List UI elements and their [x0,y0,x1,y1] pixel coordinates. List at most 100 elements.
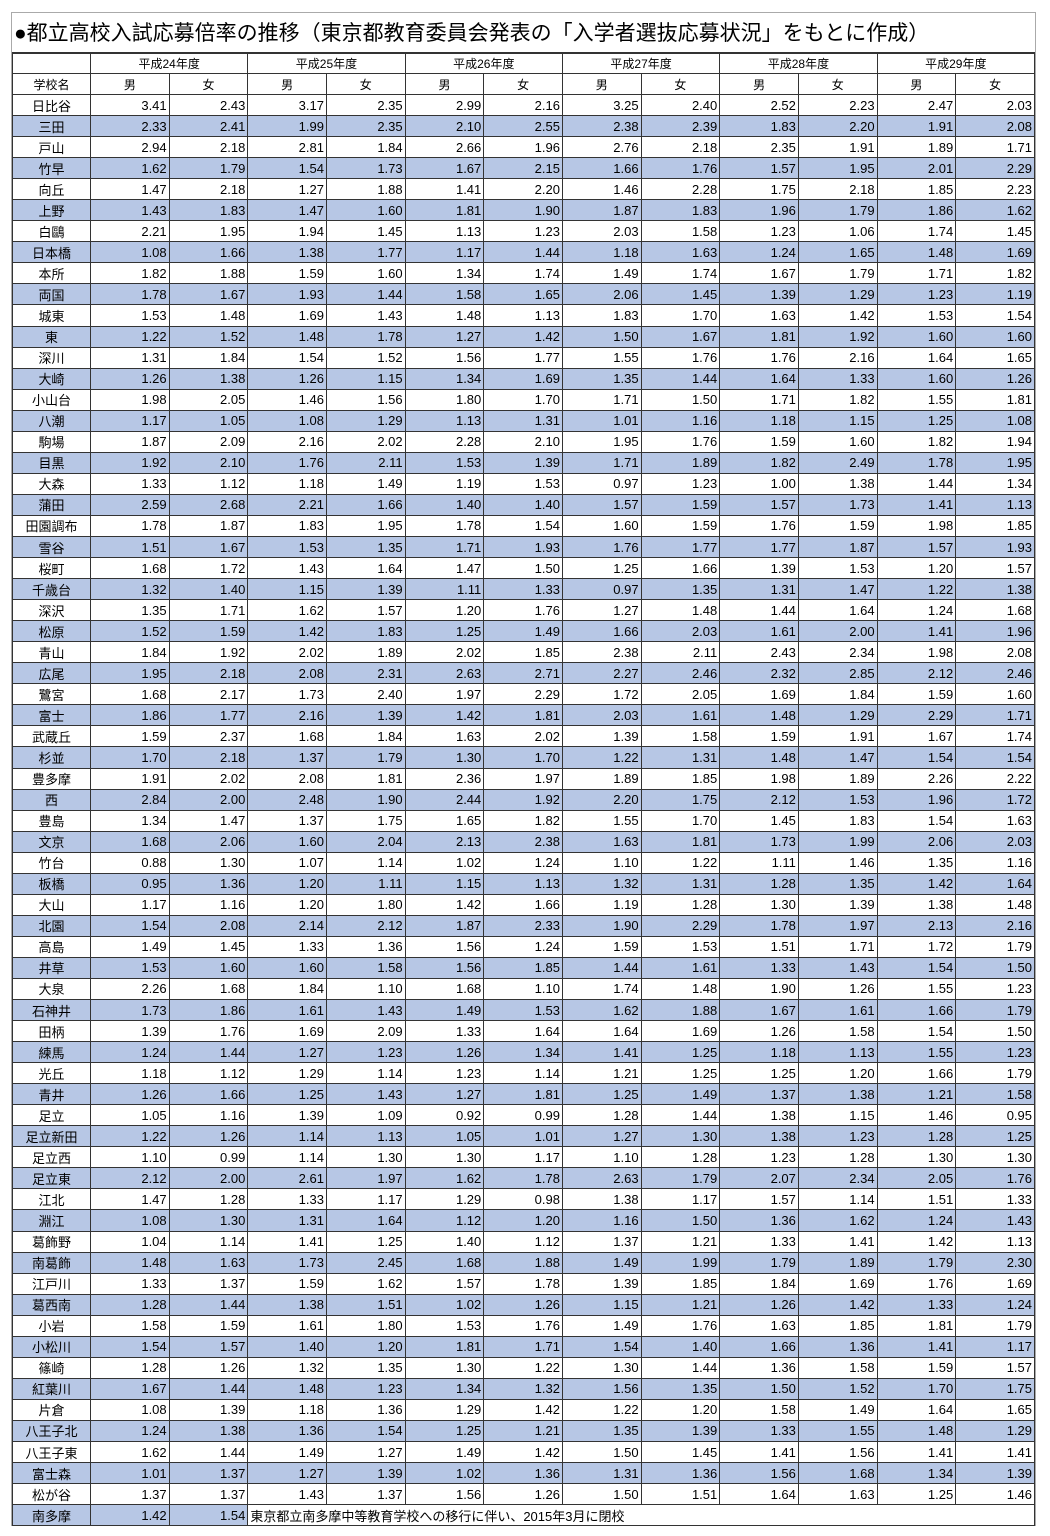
ratio-cell: 1.39 [640,1419,721,1443]
school-name-cell: 深川 [12,346,91,369]
ratio-cell: 1.23 [955,1041,1035,1064]
ratio-cell: 1.83 [640,199,721,222]
school-name-cell: 南多摩 [12,1504,91,1527]
school-name-cell: 田柄 [12,1020,91,1043]
ratio-cell: 1.63 [640,241,721,264]
ratio-cell: 1.68 [404,1251,485,1274]
ratio-cell: 2.14 [247,914,327,937]
ratio-cell: 1.63 [797,1483,878,1506]
table-row: 足立新田 1.22 1.26 1.14 1.13 1.05 1.01 1.27 1.30 1.38… [12,1125,1035,1148]
ratio-cell: 1.39 [325,704,406,727]
ratio-cell: 1.71 [876,262,957,285]
ratio-cell: 1.86 [876,199,957,222]
ratio-cell: 1.49 [90,935,170,958]
ratio-cell: 1.76 [719,514,799,537]
male-header: 男 [404,73,485,95]
ratio-cell: 1.12 [483,1230,563,1253]
ratio-cell: 1.71 [955,136,1035,159]
ratio-cell: 2.28 [404,430,485,453]
ratio-cell: 1.76 [640,430,721,453]
ratio-cell: 1.58 [640,725,721,748]
ratio-cell: 2.33 [483,914,563,937]
ratio-cell: 2.37 [168,725,249,748]
ratio-cell: 1.14 [325,1062,406,1085]
ratio-cell: 2.04 [325,830,406,853]
ratio-cell: 1.54 [955,304,1035,327]
ratio-cell: 1.88 [325,178,406,201]
ratio-cell: 1.95 [168,220,249,243]
ratio-cell: 1.71 [404,535,485,559]
table-row: 小山台 1.98 2.05 1.46 1.56 1.80 1.70 1.71 1.50 1.71 1… [12,388,1035,411]
ratio-cell: 1.20 [876,557,957,580]
ratio-cell: 1.57 [876,535,957,559]
table-row: 駒場 1.87 2.09 2.16 2.02 2.28 2.10 1.95 1.76 1.59 1.… [12,430,1035,453]
ratio-cell: 1.27 [561,1125,642,1148]
ratio-cell: 1.76 [719,346,799,369]
ratio-cell: 1.35 [876,851,957,874]
ratio-cell: 1.53 [797,788,878,811]
ratio-cell: 1.80 [404,388,485,411]
ratio-cell: 1.75 [955,1377,1035,1400]
ratio-cell: 1.62 [90,1440,170,1464]
ratio-cell: 1.06 [797,220,878,243]
ratio-cell: 1.45 [640,1440,721,1464]
ratio-cell: 1.84 [247,977,327,1001]
ratio-cell: 1.73 [247,683,327,706]
ratio-cell: 1.63 [719,304,799,327]
ratio-cell: 1.60 [325,199,406,222]
ratio-cell: 1.52 [325,346,406,369]
ratio-cell: 1.32 [561,872,642,895]
ratio-cell: 1.16 [955,851,1035,874]
table-row: 西 2.84 2.00 2.48 1.90 2.44 1.92 2.20 1.75 2.12 1.5… [12,788,1035,811]
ratio-cell: 1.29 [404,1188,485,1211]
ratio-cell: 1.67 [719,999,799,1022]
ratio-cell: 1.80 [325,893,406,916]
ratio-cell: 1.78 [325,325,406,348]
ratio-cell: 1.27 [404,325,485,348]
ratio-cell: 1.25 [404,1419,485,1443]
ratio-cell: 1.23 [325,1377,406,1400]
ratio-cell: 2.34 [797,641,878,664]
ratio-cell: 1.71 [797,935,878,958]
ratio-cell: 1.71 [561,451,642,474]
ratio-cell: 1.66 [561,620,642,643]
ratio-cell: 1.92 [90,451,170,474]
ratio-cell: 1.40 [247,1335,327,1358]
ratio-cell: 1.31 [90,346,170,369]
ratio-cell: 1.38 [247,241,327,264]
ratio-cell: 1.62 [797,1209,878,1232]
ratio-cell: 1.36 [325,935,406,958]
ratio-cell: 1.90 [719,977,799,1001]
ratio-cell: 2.18 [168,136,249,159]
ratio-cell: 1.61 [247,1314,327,1337]
ratio-cell: 1.23 [719,1146,799,1169]
ratio-cell: 1.48 [247,325,327,348]
ratio-cell: 1.95 [955,451,1035,474]
ratio-cell: 1.67 [168,283,249,306]
ratio-cell: 1.63 [719,1314,799,1337]
ratio-cell: 1.19 [561,893,642,916]
ratio-cell: 1.78 [876,451,957,474]
ratio-cell: 2.43 [719,641,799,664]
ratio-cell: 2.66 [404,136,485,159]
ratio-cell: 1.87 [561,199,642,222]
ratio-cell: 1.08 [90,1209,170,1232]
male-header: 男 [876,73,957,95]
ratio-cell: 1.48 [876,241,957,264]
ratio-cell: 1.30 [876,1146,957,1169]
ratio-cell: 1.38 [247,1293,327,1316]
ratio-cell: 1.42 [483,325,563,348]
ratio-cell: 1.66 [719,1335,799,1358]
ratio-cell: 1.13 [797,1041,878,1064]
ratio-cell: 1.22 [876,578,957,601]
ratio-cell: 2.26 [876,767,957,790]
ratio-cell: 1.66 [168,241,249,264]
ratio-cell: 1.53 [797,557,878,580]
ratio-cell: 1.69 [955,1272,1035,1295]
school-name-cell: 紅葉川 [12,1377,91,1400]
school-name-cell: 小山台 [12,388,91,411]
table-row: 葛西南 1.28 1.44 1.38 1.51 1.02 1.26 1.15 1.21 1.26 1… [12,1293,1035,1316]
year-header: 平成27年度 [561,53,721,74]
ratio-cell: 1.69 [797,1272,878,1295]
ratio-cell: 1.85 [955,514,1035,537]
